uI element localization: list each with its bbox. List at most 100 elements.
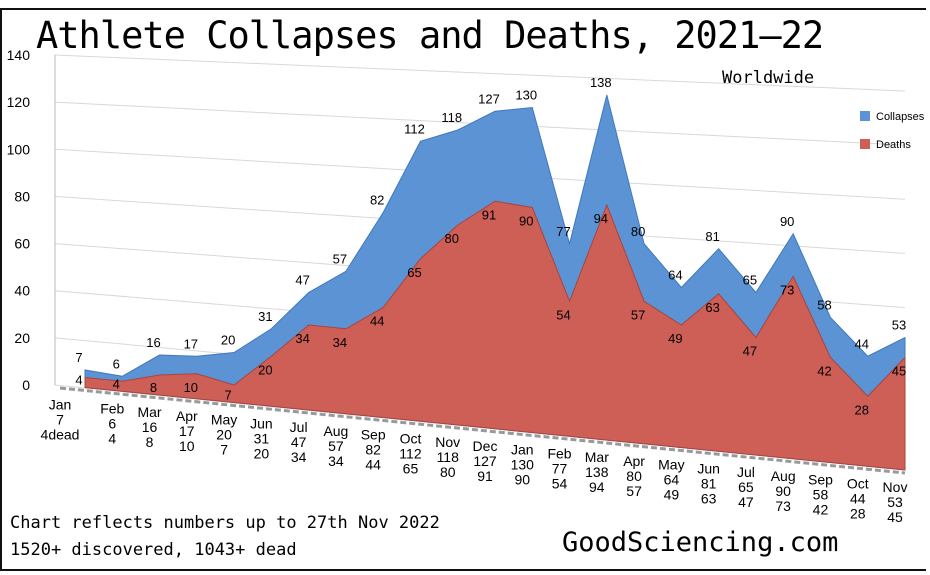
x-tick-label: 42 <box>813 502 829 518</box>
x-tick-label: Feb <box>100 400 124 416</box>
x-tick-label: 10 <box>179 438 195 454</box>
data-label: 8 <box>150 380 157 395</box>
x-tick-label: Mar <box>137 404 161 420</box>
data-label: 28 <box>854 402 868 417</box>
x-tick-label: Mar <box>585 449 609 465</box>
x-tick-label: Oct <box>400 430 422 446</box>
x-tick-label: 130 <box>511 457 535 473</box>
data-label: 63 <box>705 300 719 315</box>
y-tick-label: 80 <box>14 188 30 204</box>
data-label: 57 <box>333 251 347 266</box>
x-tick-label: Aug <box>323 423 348 439</box>
x-tick-label: 127 <box>473 453 497 469</box>
data-label: 6 <box>113 356 120 371</box>
x-tick-label: Aug <box>771 468 796 484</box>
x-tick-label: Jul <box>290 419 308 435</box>
x-tick-label: 54 <box>552 475 568 491</box>
y-tick-label: 140 <box>7 47 31 63</box>
data-label: 20 <box>221 333 235 348</box>
x-tick-label: Oct <box>847 475 869 491</box>
y-tick-label: 20 <box>14 330 30 346</box>
y-tick-label: 100 <box>7 141 31 157</box>
x-tick-label: 16 <box>142 419 158 435</box>
x-tick-label: Jul <box>737 464 755 480</box>
x-tick-label: Apr <box>176 408 198 424</box>
x-tick-label: 112 <box>399 445 422 461</box>
data-label: 44 <box>370 314 384 329</box>
y-tick-label: 0 <box>22 377 30 393</box>
x-tick-label: 47 <box>291 434 307 450</box>
note-line: 1520+ discovered, 1043+ dead <box>10 540 297 560</box>
x-tick-label: 80 <box>626 468 642 484</box>
data-label: 7 <box>224 388 231 403</box>
x-tick-label: 20 <box>216 427 232 443</box>
x-tick-label: 65 <box>403 460 419 476</box>
legend-label: Deaths <box>876 139 911 151</box>
data-label: 65 <box>743 273 757 288</box>
x-tick-label: Jan <box>49 397 72 413</box>
data-label: 45 <box>892 364 906 379</box>
x-tick-label: Jun <box>697 460 720 476</box>
legend-label: Collapses <box>876 111 925 123</box>
frame <box>0 8 926 571</box>
data-label: 130 <box>515 88 537 103</box>
data-label: 47 <box>295 273 309 288</box>
y-tick-label: 120 <box>7 94 31 110</box>
x-tick-label: Feb <box>547 445 571 461</box>
data-label: 54 <box>556 307 570 322</box>
data-label: 34 <box>333 335 347 350</box>
gridline <box>54 54 906 92</box>
x-tick-label: 82 <box>365 442 381 458</box>
x-tick-label: 28 <box>850 505 866 521</box>
legend-swatch <box>860 139 870 149</box>
x-tick-label: 4dead <box>41 427 80 443</box>
x-tick-label: 47 <box>738 494 754 510</box>
data-label: 82 <box>370 193 384 208</box>
x-tick-label: 34 <box>328 453 344 469</box>
data-label: 49 <box>668 331 682 346</box>
x-tick-label: 17 <box>179 423 195 439</box>
x-tick-label: Dec <box>473 438 498 454</box>
chart-title: Athlete Collapses and Deaths, 2021—22 <box>36 14 824 57</box>
x-tick-label: 7 <box>220 442 228 458</box>
x-tick-label: 90 <box>775 483 791 499</box>
x-tick-label: 58 <box>813 487 829 503</box>
x-tick-label: 4 <box>108 430 116 446</box>
data-label: 90 <box>780 214 794 229</box>
y-tick-label: 60 <box>14 236 30 252</box>
x-tick-label: 44 <box>365 457 381 473</box>
legend-swatch <box>860 111 870 121</box>
x-tick-label: 8 <box>146 434 154 450</box>
x-tick-label: 90 <box>514 472 530 488</box>
x-tick-label: 91 <box>477 468 493 484</box>
x-tick-label: 63 <box>701 490 717 506</box>
x-tick-label: 31 <box>254 430 270 446</box>
data-label: 80 <box>631 224 645 239</box>
x-tick-label: 81 <box>701 475 717 491</box>
x-tick-label: 44 <box>850 490 866 506</box>
x-tick-label: 94 <box>589 479 605 495</box>
data-label: 20 <box>258 362 272 377</box>
x-tick-label: 73 <box>775 498 791 514</box>
data-label: 44 <box>854 336 868 351</box>
x-tick-label: 138 <box>585 464 609 480</box>
x-axis <box>59 386 906 475</box>
data-label: 57 <box>631 307 645 322</box>
x-tick-label: 57 <box>626 483 642 499</box>
x-tick-label: Nov <box>883 479 908 495</box>
data-label: 4 <box>75 373 82 388</box>
data-label: 34 <box>295 331 309 346</box>
x-tick-label: 20 <box>254 445 270 461</box>
x-tick-label: 45 <box>887 509 903 525</box>
x-tick-label: Sep <box>808 472 833 488</box>
data-label: 17 <box>184 336 198 351</box>
x-tick-label: May <box>211 412 237 428</box>
data-label: 16 <box>146 335 160 350</box>
data-label: 73 <box>780 282 794 297</box>
data-label: 127 <box>478 91 500 106</box>
x-tick-label: 80 <box>440 464 456 480</box>
x-tick-label: 64 <box>664 472 680 488</box>
data-label: 90 <box>519 214 533 229</box>
